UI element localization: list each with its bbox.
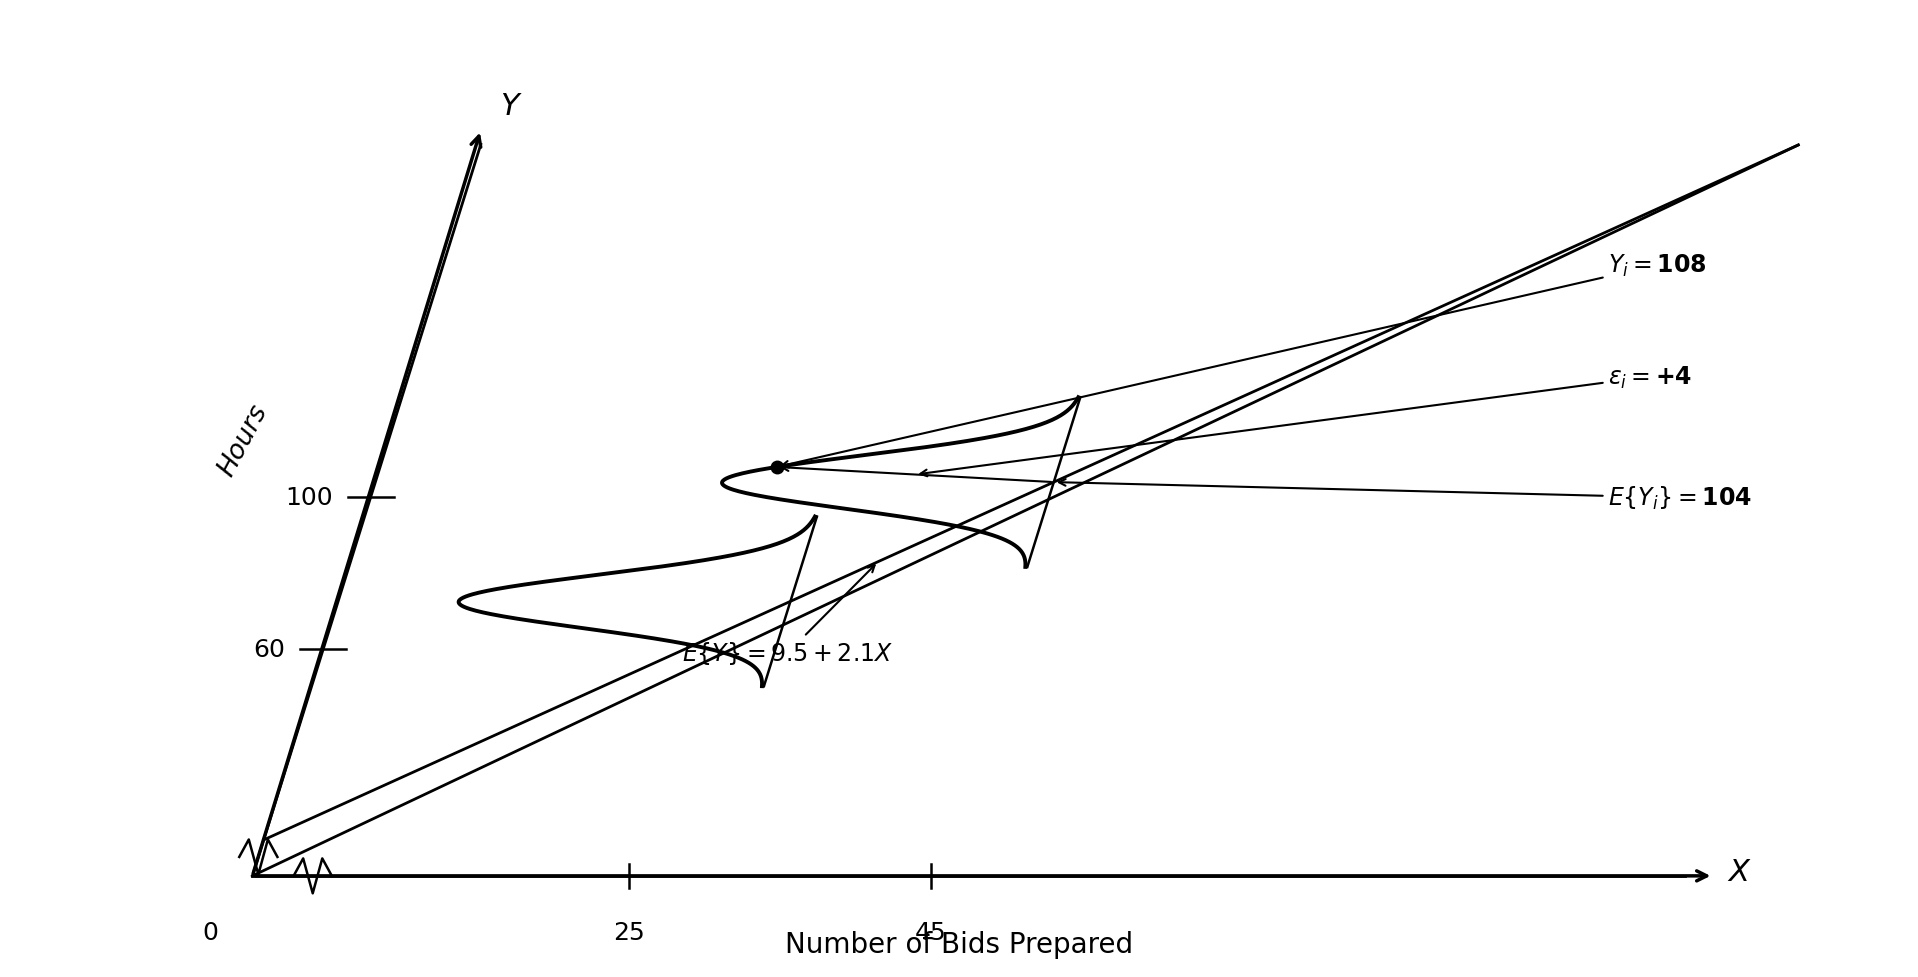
Text: $\varepsilon_i = \mathbf{+4}$: $\varepsilon_i = \mathbf{+4}$: [921, 364, 1692, 477]
Text: 100: 100: [284, 486, 332, 510]
Text: $Y$: $Y$: [501, 92, 522, 121]
Text: 25: 25: [614, 919, 644, 944]
Text: $X$: $X$: [1726, 857, 1751, 885]
Text: Number of Bids Prepared: Number of Bids Prepared: [784, 930, 1134, 958]
Text: Hours: Hours: [213, 400, 272, 481]
Text: $Y_i = \mathbf{108}$: $Y_i = \mathbf{108}$: [783, 253, 1707, 468]
Text: 0: 0: [201, 919, 219, 944]
Text: $E\{Y\} = 9.5 + 2.1X$: $E\{Y\} = 9.5 + 2.1X$: [683, 566, 894, 666]
Text: 45: 45: [915, 919, 947, 944]
Text: $E\{Y_i\} = \mathbf{104}$: $E\{Y_i\} = \mathbf{104}$: [1059, 480, 1753, 512]
Text: 60: 60: [253, 637, 286, 661]
